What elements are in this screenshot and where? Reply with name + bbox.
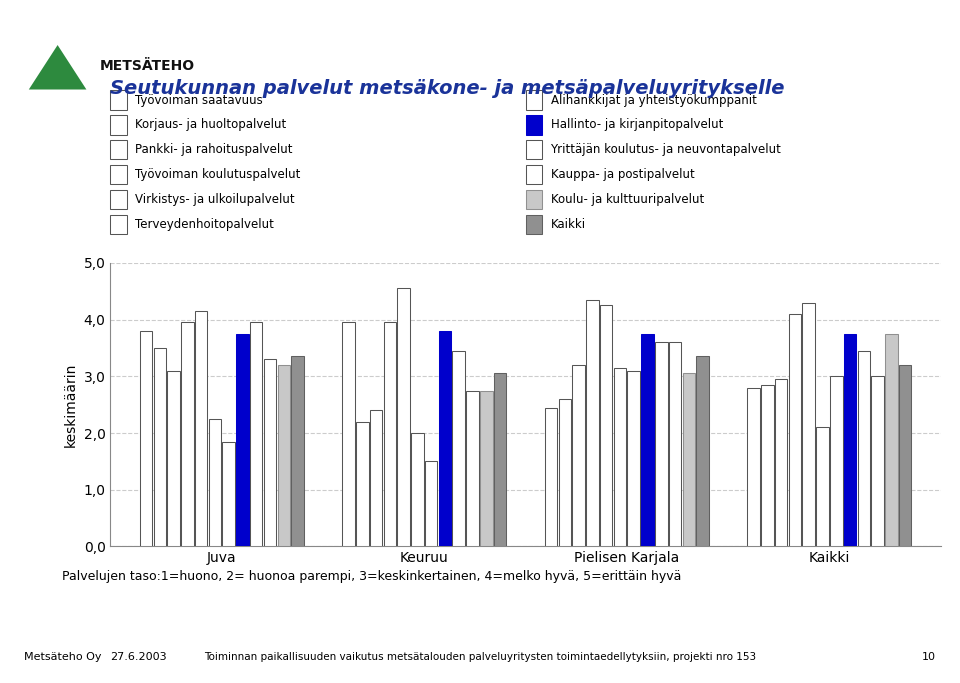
Bar (526, 214, 542, 234)
Bar (526, 165, 542, 184)
Bar (641, 334, 654, 546)
Bar (669, 342, 682, 546)
Text: Kaikki: Kaikki (550, 218, 586, 231)
Bar (370, 410, 382, 546)
Bar (885, 334, 898, 546)
Bar (236, 334, 249, 546)
Bar (696, 357, 708, 546)
Text: Kauppa- ja postipalvelut: Kauppa- ja postipalvelut (550, 168, 694, 181)
Bar (613, 368, 626, 546)
Text: Hallinto- ja kirjanpitopalvelut: Hallinto- ja kirjanpitopalvelut (550, 118, 723, 131)
Bar (899, 365, 911, 546)
Y-axis label: keskimäärin: keskimäärin (64, 363, 78, 447)
Bar (167, 371, 180, 546)
Bar (110, 190, 127, 209)
Bar (439, 331, 451, 546)
Bar (526, 90, 542, 110)
Bar (195, 311, 207, 546)
Bar (844, 334, 856, 546)
Bar (384, 322, 396, 546)
Bar (425, 462, 438, 546)
Bar (857, 351, 870, 546)
Text: 27.6.2003: 27.6.2003 (110, 652, 167, 662)
Bar (748, 388, 760, 546)
Bar (655, 342, 667, 546)
Polygon shape (29, 45, 86, 89)
Text: Yrittäjän koulutus- ja neuvontapalvelut: Yrittäjän koulutus- ja neuvontapalvelut (550, 143, 781, 156)
Bar (572, 365, 585, 546)
Text: Virkistys- ja ulkoilupalvelut: Virkistys- ja ulkoilupalvelut (135, 193, 295, 206)
Bar (526, 140, 542, 159)
Bar (587, 300, 599, 546)
Text: Seutukunnan palvelut metsäkone- ja metsäpalveluyritykselle: Seutukunnan palvelut metsäkone- ja metsä… (110, 79, 785, 98)
Bar (803, 303, 815, 546)
Bar (110, 90, 127, 110)
Bar (872, 376, 884, 546)
Text: Tuloskalvosarja: Tuloskalvosarja (837, 622, 946, 636)
Text: Työvoiman saatavuus: Työvoiman saatavuus (135, 94, 263, 107)
Bar (110, 165, 127, 184)
Text: Pankki- ja rahoituspalvelut: Pankki- ja rahoituspalvelut (135, 143, 293, 156)
Bar (761, 385, 774, 546)
Text: Toiminnan paikallisuuden vaikutus metsätalouden palveluyritysten toimintaedellyt: Toiminnan paikallisuuden vaikutus metsät… (204, 652, 756, 662)
Text: Alihankkijat ja yhteistyökumppanit: Alihankkijat ja yhteistyökumppanit (550, 94, 756, 107)
Bar (250, 322, 262, 546)
Text: Metsäteho Oy: Metsäteho Oy (24, 652, 102, 662)
Text: Koulu- ja kulttuuripalvelut: Koulu- ja kulttuuripalvelut (550, 193, 704, 206)
Bar (277, 365, 290, 546)
Bar (181, 322, 194, 546)
Bar (291, 357, 303, 546)
Bar (343, 322, 355, 546)
Bar (356, 421, 369, 546)
Text: 10: 10 (922, 652, 936, 662)
Text: Palvelujen taso:1=huono, 2= huonoa parempi, 3=keskinkertainen, 4=melko hyvä, 5=e: Palvelujen taso:1=huono, 2= huonoa parem… (62, 570, 682, 583)
Bar (140, 331, 153, 546)
Bar (154, 348, 166, 546)
Bar (467, 391, 479, 546)
Text: Korjaus- ja huoltopalvelut: Korjaus- ja huoltopalvelut (135, 118, 287, 131)
Bar (526, 190, 542, 209)
Bar (480, 391, 492, 546)
Bar (452, 351, 465, 546)
Bar (600, 305, 612, 546)
Bar (411, 433, 423, 546)
Bar (208, 419, 221, 546)
Bar (628, 371, 640, 546)
Text: METSÄTEHO: METSÄTEHO (100, 59, 195, 73)
Bar (223, 441, 235, 546)
Bar (559, 399, 571, 546)
Bar (264, 359, 276, 546)
Bar (545, 408, 558, 546)
Bar (789, 314, 802, 546)
Bar (683, 374, 695, 546)
Bar (816, 428, 828, 546)
Bar (110, 214, 127, 234)
Bar (110, 140, 127, 159)
Text: Työvoiman koulutuspalvelut: Työvoiman koulutuspalvelut (135, 168, 300, 181)
Bar (493, 374, 506, 546)
Bar (110, 115, 127, 135)
Bar (397, 288, 410, 546)
Text: Terveydenhoitopalvelut: Terveydenhoitopalvelut (135, 218, 275, 231)
Bar (830, 376, 843, 546)
Bar (526, 115, 542, 135)
Bar (775, 379, 787, 546)
